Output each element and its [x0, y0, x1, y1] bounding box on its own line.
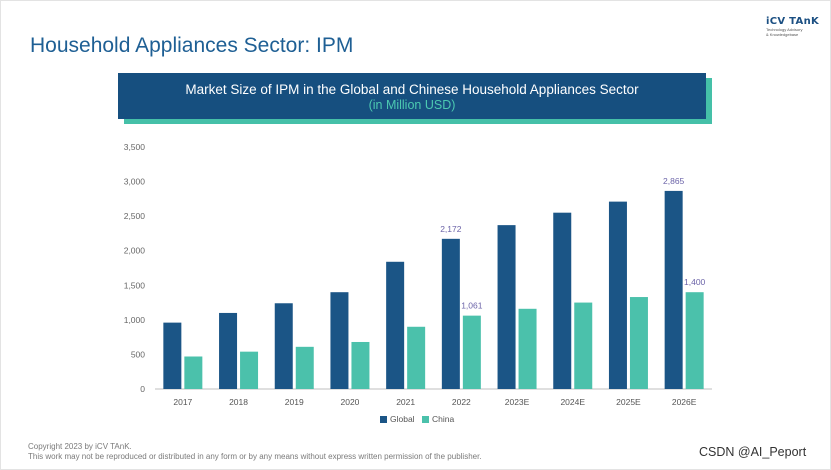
- bar-china-2025e: [629, 297, 648, 389]
- bar-china-2017: [184, 356, 203, 389]
- bar-global-2021: [386, 261, 405, 389]
- x-tick-label: 2021: [396, 397, 415, 407]
- bar-global-2018: [219, 312, 238, 389]
- y-tick-label: 0: [140, 384, 145, 394]
- logo-tagline-2: & Knowledgebase: [766, 32, 799, 37]
- y-tick-label: 2,000: [124, 246, 146, 256]
- x-tick-label: 2017: [173, 397, 192, 407]
- bar-china-2022: [462, 315, 481, 389]
- rights-line: This work may not be reproduced or distr…: [28, 452, 482, 461]
- legend-swatch-china: [422, 416, 429, 423]
- x-tick-label: 2020: [340, 397, 359, 407]
- bar-global-2020: [330, 292, 349, 389]
- bar-global-2017: [163, 322, 182, 389]
- y-tick-label: 2,500: [124, 211, 146, 221]
- x-tick-label: 2023E: [505, 397, 530, 407]
- watermark: CSDN @AI_Peport: [699, 445, 807, 459]
- bar-global-2023e: [497, 225, 516, 389]
- data-label: 1,061: [461, 301, 483, 311]
- data-label: 2,172: [440, 224, 462, 234]
- bar-china-2018: [240, 351, 259, 389]
- bar-china-2020: [351, 341, 370, 389]
- y-tick-label: 1,500: [124, 280, 146, 290]
- y-tick-label: 500: [131, 349, 145, 359]
- x-tick-label: 2026E: [672, 397, 697, 407]
- bar-global-2019: [274, 303, 293, 389]
- bar-global-2024e: [553, 212, 572, 389]
- chart-title-banner: Market Size of IPM in the Global and Chi…: [118, 73, 706, 119]
- bar-china-2019: [295, 346, 314, 389]
- legend-swatch-global: [380, 416, 387, 423]
- x-tick-label: 2019: [285, 397, 304, 407]
- bar-global-2025e: [608, 201, 627, 389]
- bar-global-2026e: [664, 190, 683, 389]
- x-tick-label: 2024E: [560, 397, 585, 407]
- bar-china-2024e: [574, 302, 593, 389]
- x-tick-label: 2018: [229, 397, 248, 407]
- y-tick-label: 1,000: [124, 315, 146, 325]
- bar-china-2023e: [518, 308, 537, 389]
- data-label: 2,865: [663, 176, 685, 186]
- bar-china-2026e: [685, 292, 704, 389]
- legend-label-global: Global: [390, 414, 415, 424]
- x-tick-label: 2022: [452, 397, 471, 407]
- page-title: Household Appliances Sector: IPM: [30, 34, 354, 57]
- logo-tagline-1: Technology Advisory: [766, 27, 803, 32]
- legend-label-china: China: [432, 414, 454, 424]
- chart-subtitle: (in Million USD): [368, 98, 456, 112]
- copyright-line: Copyright 2023 by iCV TAnK.: [28, 442, 132, 451]
- bar-global-2022: [441, 238, 460, 389]
- brand-logo: iCV TAnK Technology Advisory & Knowledge…: [766, 16, 820, 37]
- x-tick-label: 2025E: [616, 397, 641, 407]
- logo-name: iCV TAnK: [766, 16, 820, 27]
- y-tick-label: 3,500: [124, 142, 146, 152]
- data-label: 1,400: [684, 277, 706, 287]
- bar-china-2021: [407, 326, 426, 389]
- copyright-footer: Copyright 2023 by iCV TAnK. This work ma…: [28, 442, 482, 462]
- y-tick-label: 3,000: [124, 177, 146, 187]
- chart-title: Market Size of IPM in the Global and Chi…: [185, 82, 639, 97]
